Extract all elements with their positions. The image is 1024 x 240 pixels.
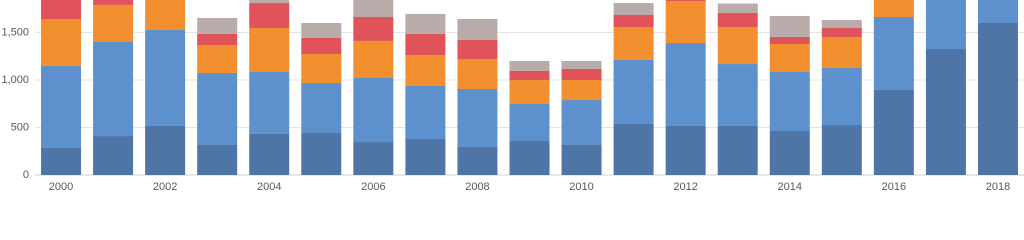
- bar-segment: [405, 55, 446, 86]
- x-tick-label: 2016: [882, 181, 906, 193]
- y-tick-label: 0: [23, 169, 29, 181]
- y-tick-label: 500: [11, 121, 29, 133]
- chart: 0 500 1,000 1,500 2000 2002 2004 2006 2008 2010 20…: [1, 0, 1024, 193]
- bar-segment: [93, 0, 134, 5]
- bar-segment: [249, 3, 290, 29]
- bar-segment: [821, 125, 862, 175]
- y-tick-label: 1,500: [1, 26, 29, 38]
- bar-segment: [821, 68, 862, 126]
- bar-segment: [405, 138, 446, 175]
- bar-segment: [301, 133, 342, 175]
- bar-segment: [301, 38, 342, 54]
- bar-segment: [561, 60, 602, 69]
- bar-segment: [717, 26, 758, 65]
- bar-segment: [821, 28, 862, 37]
- bar-segment: [457, 89, 498, 147]
- bar-segment: [93, 4, 134, 42]
- bar-segment: [405, 13, 446, 35]
- x-tick-label: 2014: [778, 181, 802, 193]
- bar-segment: [457, 58, 498, 90]
- bar-segment: [197, 17, 238, 35]
- bar-segment: [353, 40, 394, 78]
- bar-segment: [665, 125, 706, 175]
- bar-segment: [301, 53, 342, 84]
- bar-segment: [561, 144, 602, 175]
- bar-segment: [405, 85, 446, 139]
- bars: [41, 0, 1018, 176]
- bar-segment: [197, 45, 238, 73]
- bar-segment: [769, 131, 810, 175]
- bar-segment: [977, 22, 1018, 175]
- bar-segment: [145, 30, 186, 126]
- x-tick-label: 2008: [465, 181, 489, 193]
- bar-segment: [509, 60, 550, 71]
- x-tick-label: 2002: [153, 181, 177, 193]
- bar-segment: [353, 0, 394, 18]
- bar-segment: [821, 19, 862, 29]
- bar-segment: [249, 0, 290, 4]
- bar-segment: [353, 17, 394, 41]
- x-tick-label: 2004: [257, 181, 281, 193]
- bar-segment: [405, 34, 446, 56]
- bar-segment: [197, 144, 238, 175]
- x-tick-label: 2006: [361, 181, 385, 193]
- bar-segment: [613, 3, 654, 16]
- bar-segment: [769, 36, 810, 44]
- bar-segment: [717, 13, 758, 27]
- bar-segment: [717, 3, 758, 14]
- bar-segment: [249, 72, 290, 134]
- bar-segment: [977, 0, 1018, 23]
- bar-segment: [93, 41, 134, 137]
- bar-segment: [457, 39, 498, 59]
- bar-segment: [665, 0, 706, 1]
- bar-segment: [717, 64, 758, 126]
- x-tick-label: 2018: [986, 181, 1010, 193]
- bar-segment: [613, 15, 654, 27]
- bar-segment: [613, 26, 654, 60]
- bar-segment: [41, 0, 82, 20]
- y-tick-label: 1,000: [1, 74, 29, 86]
- bar-segment: [249, 28, 290, 73]
- bar-segment: [145, 125, 186, 175]
- bar-segment: [353, 142, 394, 175]
- bar-segment: [509, 70, 550, 80]
- bar-segment: [41, 148, 82, 175]
- bar-segment: [665, 0, 706, 44]
- bar-segment: [873, 0, 914, 18]
- bar-segment: [301, 83, 342, 134]
- bar-segment: [509, 140, 550, 175]
- bar-segment: [41, 19, 82, 67]
- bar-segment: [769, 72, 810, 132]
- bar-segment: [717, 125, 758, 175]
- bar-segment: [197, 72, 238, 145]
- bar-segment: [457, 19, 498, 40]
- bar-segment: [561, 100, 602, 145]
- bar-segment: [873, 17, 914, 90]
- bar-segment: [613, 59, 654, 124]
- bar-segment: [41, 66, 82, 149]
- bar-segment: [561, 79, 602, 101]
- bar-segment: [457, 146, 498, 175]
- bar-segment: [93, 136, 134, 175]
- bar-segment: [665, 43, 706, 126]
- bar-segment: [249, 133, 290, 175]
- x-tick-label: 2010: [569, 181, 593, 193]
- bar-segment: [353, 77, 394, 143]
- bar-segment: [925, 0, 966, 50]
- x-tick-label: 2000: [49, 181, 73, 193]
- x-tick-label: 2012: [673, 181, 697, 193]
- bar-segment: [769, 15, 810, 37]
- bar-segment: [925, 49, 966, 176]
- bar-segment: [821, 36, 862, 69]
- bar-segment: [769, 43, 810, 73]
- bar-segment: [301, 22, 342, 39]
- bar-segment: [145, 0, 186, 31]
- bar-segment: [873, 89, 914, 175]
- bar-segment: [509, 79, 550, 105]
- bar-segment: [509, 104, 550, 141]
- bar-segment: [613, 123, 654, 175]
- bar-segment: [561, 68, 602, 80]
- bar-segment: [197, 34, 238, 46]
